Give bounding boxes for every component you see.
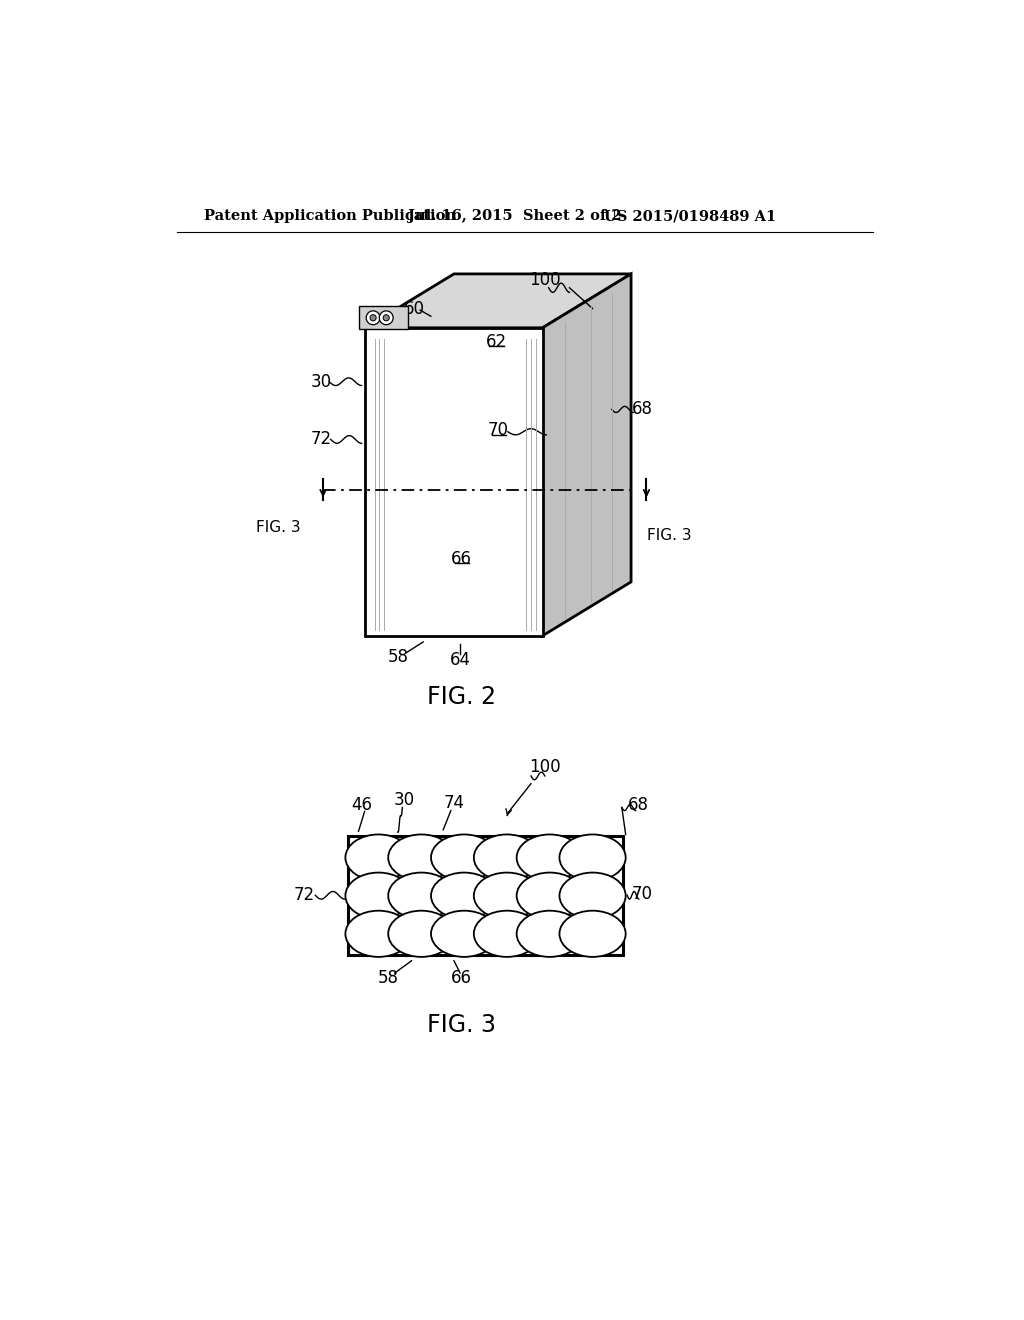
Ellipse shape [559, 873, 626, 919]
Ellipse shape [431, 834, 498, 880]
Text: 72: 72 [311, 430, 332, 449]
Ellipse shape [474, 911, 540, 957]
Text: 68: 68 [632, 400, 653, 417]
Text: 58: 58 [378, 969, 399, 987]
Ellipse shape [431, 873, 498, 919]
Circle shape [383, 314, 389, 321]
Text: 100: 100 [529, 271, 560, 289]
Text: 60: 60 [403, 301, 424, 318]
Polygon shape [359, 306, 408, 330]
Ellipse shape [388, 873, 455, 919]
Circle shape [370, 314, 376, 321]
Text: 30: 30 [311, 372, 332, 391]
Text: FIG. 3: FIG. 3 [427, 1012, 497, 1036]
Ellipse shape [345, 834, 412, 880]
Circle shape [367, 312, 380, 325]
Text: 68: 68 [629, 796, 649, 814]
Ellipse shape [517, 911, 583, 957]
Polygon shape [543, 275, 631, 636]
Bar [348, 836, 624, 956]
Text: FIG. 2: FIG. 2 [427, 685, 497, 709]
Circle shape [379, 312, 393, 325]
Text: Patent Application Publication: Patent Application Publication [204, 209, 456, 223]
Ellipse shape [431, 911, 498, 957]
Text: 100: 100 [529, 758, 560, 776]
Text: 64: 64 [450, 652, 471, 669]
Text: 74: 74 [443, 793, 465, 812]
Ellipse shape [474, 873, 540, 919]
Text: 70: 70 [632, 884, 653, 903]
Ellipse shape [388, 911, 455, 957]
Text: 62: 62 [485, 333, 507, 351]
Ellipse shape [474, 834, 540, 880]
Text: Jul. 16, 2015  Sheet 2 of 2: Jul. 16, 2015 Sheet 2 of 2 [408, 209, 622, 223]
Ellipse shape [345, 911, 412, 957]
Text: FIG. 3: FIG. 3 [256, 520, 301, 536]
Text: 66: 66 [452, 969, 472, 987]
Ellipse shape [345, 873, 412, 919]
Ellipse shape [559, 834, 626, 880]
Ellipse shape [517, 873, 583, 919]
Text: FIG. 3: FIG. 3 [647, 528, 692, 544]
Text: 58: 58 [388, 648, 409, 667]
Text: US 2015/0198489 A1: US 2015/0198489 A1 [604, 209, 776, 223]
Polygon shape [366, 275, 631, 327]
Text: 66: 66 [452, 550, 472, 568]
Text: 70: 70 [488, 421, 509, 440]
Text: 72: 72 [293, 886, 314, 903]
Ellipse shape [517, 834, 583, 880]
Text: 30: 30 [393, 791, 415, 809]
Polygon shape [366, 327, 543, 636]
Ellipse shape [388, 834, 455, 880]
Text: 46: 46 [351, 796, 372, 814]
Ellipse shape [559, 911, 626, 957]
